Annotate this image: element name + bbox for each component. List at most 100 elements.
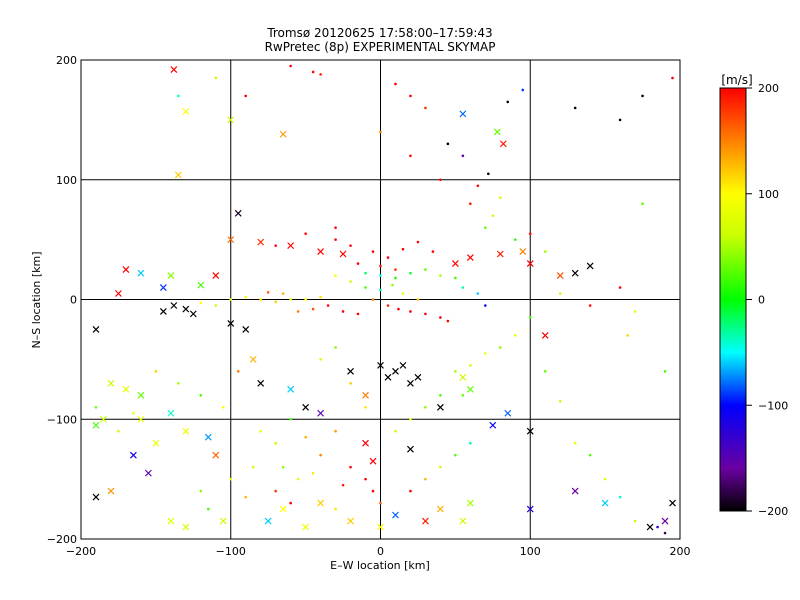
data-point-x	[586, 262, 594, 270]
data-point-dot	[386, 304, 390, 307]
data-point-dot	[214, 304, 218, 307]
data-point-x	[377, 523, 384, 531]
y-axis-label: N–S location [km]	[30, 251, 43, 348]
data-point-x	[407, 445, 414, 453]
chart-subtitle: RwPretec (8p) EXPERIMENTAL SKYMAP	[265, 40, 496, 54]
data-point-dot	[371, 250, 375, 253]
data-point-x	[144, 469, 152, 477]
data-point-x	[122, 385, 130, 393]
data-point-x	[189, 310, 197, 318]
data-point-x	[92, 326, 100, 333]
data-point-dot	[341, 310, 345, 313]
data-point-x	[115, 290, 122, 297]
data-point-x	[369, 457, 377, 465]
data-point-dot	[513, 238, 517, 241]
data-point-dot	[626, 334, 629, 337]
data-point-x	[167, 272, 175, 279]
colorbar-ticks: 200 100 0 −100 −200	[746, 82, 788, 518]
data-point-dot	[319, 453, 322, 457]
data-point-x	[451, 260, 459, 267]
data-point-x	[212, 272, 220, 279]
data-point-dot	[416, 298, 420, 301]
data-point-x	[92, 421, 100, 429]
data-point-dot	[364, 286, 367, 289]
data-point-dot	[409, 94, 412, 98]
data-point-dot	[296, 477, 300, 481]
data-point-x	[159, 284, 167, 291]
data-point-dot	[454, 276, 457, 280]
data-point-x	[362, 391, 369, 399]
data-point-dot	[117, 429, 120, 433]
data-point-dot	[424, 268, 427, 271]
data-point-dot	[476, 184, 480, 188]
data-point-dot	[266, 291, 270, 294]
data-point-x	[170, 66, 178, 74]
data-point-x	[493, 128, 501, 136]
data-point-x	[661, 517, 669, 525]
data-point-x	[392, 367, 399, 375]
data-point-x	[601, 499, 609, 507]
data-point-dot	[454, 370, 457, 373]
data-point-dot	[274, 489, 277, 493]
x-axis-label: E–W location [km]	[330, 559, 430, 572]
data-point-x	[264, 517, 272, 525]
data-point-dot	[499, 346, 502, 349]
y-tick-label: −100	[47, 413, 77, 426]
data-point-x	[422, 517, 429, 525]
data-point-x	[526, 427, 534, 435]
data-point-dot	[259, 298, 263, 301]
data-point-dot	[394, 82, 397, 86]
axis-ticks: −200 −100 0 100 200 −200 −100 0 100 200	[47, 54, 691, 558]
data-point-dot	[371, 298, 375, 301]
data-point-dot	[401, 292, 405, 295]
data-point-dot	[409, 310, 412, 313]
data-point-dot	[296, 310, 300, 313]
data-point-dot	[439, 394, 442, 397]
data-point-x	[526, 505, 534, 513]
data-point-dot	[349, 244, 352, 247]
colorbar-tick-label: 100	[758, 188, 779, 201]
data-point-dot	[379, 288, 382, 292]
data-point-x	[526, 260, 534, 267]
data-point-x	[436, 505, 444, 513]
data-point-x	[466, 254, 474, 262]
data-point-x	[541, 332, 549, 339]
data-point-x	[459, 110, 467, 118]
data-point-dot	[641, 94, 644, 98]
colorbar-tick-label: −200	[758, 505, 788, 518]
data-point-x	[129, 451, 137, 459]
data-point-x	[571, 269, 579, 277]
data-point-x	[504, 409, 512, 417]
data-point-x	[669, 499, 676, 507]
data-point-dot	[334, 429, 337, 433]
data-point-dot	[349, 280, 352, 283]
data-point-x	[167, 517, 175, 525]
data-point-dot	[379, 264, 382, 268]
data-point-dot	[469, 441, 472, 445]
data-point-x	[459, 373, 467, 381]
data-point-dot	[311, 307, 315, 311]
data-point-dot	[409, 154, 412, 158]
data-point-dot	[394, 268, 397, 271]
data-point-dot	[618, 118, 622, 122]
x-tick-label: −100	[216, 545, 246, 558]
data-point-x	[227, 320, 235, 327]
data-point-dot	[439, 178, 442, 182]
data-point-x	[646, 523, 654, 531]
data-point-dot	[356, 262, 360, 265]
data-point-x	[499, 140, 507, 148]
data-point-dot	[446, 142, 450, 146]
data-point-x	[287, 242, 295, 250]
data-point-dot	[424, 405, 427, 409]
data-point-dot	[633, 519, 637, 523]
data-point-dot	[424, 312, 427, 316]
data-point-dot	[558, 399, 562, 403]
colorbar-tick-label: −100	[758, 399, 788, 412]
data-point-dot	[386, 256, 390, 259]
data-point-dot	[244, 495, 248, 499]
data-point-dot	[319, 358, 322, 361]
colorbar	[719, 87, 747, 512]
data-point-x	[212, 451, 220, 459]
data-point-dot	[487, 172, 490, 176]
